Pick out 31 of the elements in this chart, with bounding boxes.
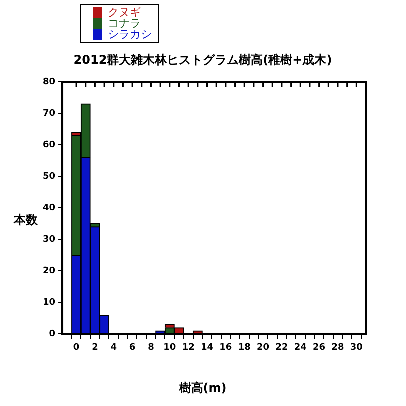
x-tick-label: 22 xyxy=(276,342,288,353)
y-tick-label: 80 xyxy=(42,77,56,88)
x-tick-label: 28 xyxy=(332,342,344,353)
y-tick-label: 0 xyxy=(49,330,56,340)
x-tick-label: 30 xyxy=(350,342,363,353)
y-tick-label: 30 xyxy=(42,234,56,245)
x-tick-label: 16 xyxy=(220,342,232,353)
x-tick-label: 24 xyxy=(294,342,307,353)
y-tick-label: 40 xyxy=(42,203,56,214)
x-tick-label: 18 xyxy=(238,342,251,353)
x-tick-label: 26 xyxy=(313,342,326,353)
y-tick-label: 10 xyxy=(42,298,56,308)
y-tick-label: 50 xyxy=(42,172,56,182)
x-tick-label: 10 xyxy=(164,342,176,353)
y-tick-label: 60 xyxy=(42,140,56,150)
legend-label: クヌギ xyxy=(108,6,141,19)
y-tick-label: 20 xyxy=(42,266,56,276)
legend-label: コナラ xyxy=(108,17,141,30)
x-tick-label: 14 xyxy=(200,342,214,353)
x-tick-label: 4 xyxy=(110,342,118,353)
chart-title: 2012群大雑木林ヒストグラム樹高(稚樹+成木) xyxy=(72,52,334,69)
x-tick-label: 0 xyxy=(73,342,80,353)
x-tick-label: 2 xyxy=(92,342,98,353)
y-tick-label: 70 xyxy=(42,108,56,119)
x-tick-label: 12 xyxy=(182,342,195,353)
x-tick-label: 20 xyxy=(257,342,270,353)
x-tick-label: 8 xyxy=(148,342,154,353)
y-axis-title: 本数 xyxy=(14,212,38,229)
x-axis-title: 樹高(m) xyxy=(178,380,228,397)
x-tick-label: 6 xyxy=(129,342,136,353)
legend-label: シラカシ xyxy=(108,28,152,41)
